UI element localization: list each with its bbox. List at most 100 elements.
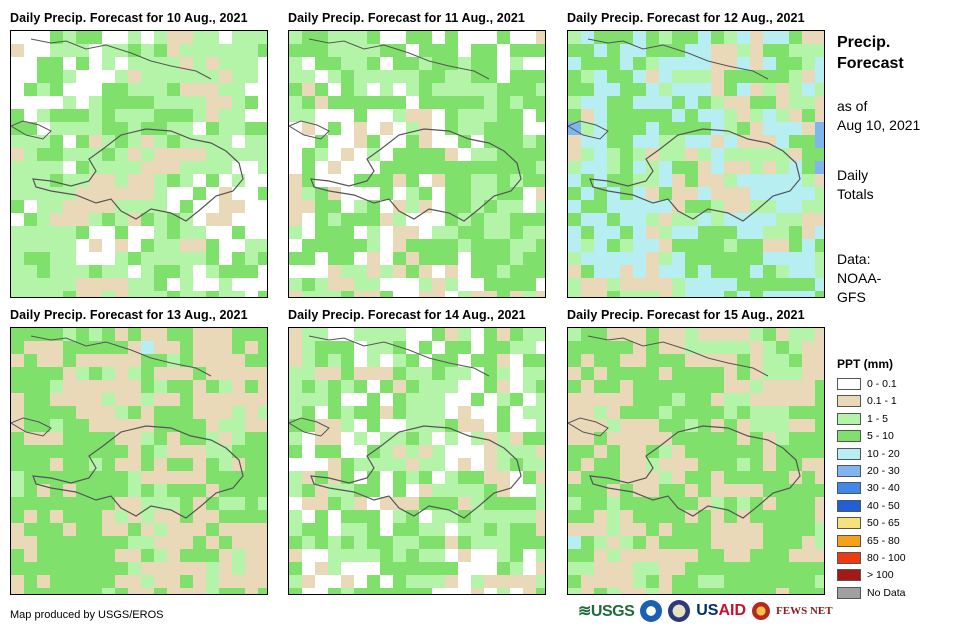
- precip-cell: [497, 265, 510, 278]
- precip-cell: [167, 31, 180, 44]
- precip-cell: [484, 122, 497, 135]
- precip-cell: [76, 135, 89, 148]
- precip-cell: [341, 135, 354, 148]
- precip-cell: [484, 341, 497, 354]
- precip-cell: [50, 109, 63, 122]
- precip-cell: [367, 239, 380, 252]
- precip-cell: [523, 122, 536, 135]
- legend-label: 1 - 5: [867, 412, 889, 425]
- precip-cell: [102, 109, 115, 122]
- precip-cell: [471, 122, 484, 135]
- precip-cell: [646, 70, 659, 83]
- precip-cell: [50, 380, 63, 393]
- precip-cell: [115, 187, 128, 200]
- precip-cell: [711, 406, 724, 419]
- legend-item: > 100: [837, 567, 894, 583]
- precip-cell: [659, 174, 672, 187]
- precip-cell: [141, 445, 154, 458]
- precip-cell: [711, 161, 724, 174]
- precip-cell: [737, 497, 750, 510]
- precip-cell: [510, 432, 523, 445]
- precip-cell: [445, 135, 458, 148]
- precip-cell: [581, 200, 594, 213]
- precip-cell: [581, 575, 594, 588]
- precip-cell: [180, 187, 193, 200]
- precip-cell: [419, 432, 432, 445]
- precip-cell: [115, 265, 128, 278]
- precip-cell: [750, 109, 763, 122]
- precip-cell: [789, 549, 802, 562]
- precip-cell: [50, 367, 63, 380]
- precip-cell: [445, 367, 458, 380]
- precip-cell: [419, 70, 432, 83]
- precip-cell: [380, 174, 393, 187]
- precip-cell: [206, 406, 219, 419]
- precip-cell: [698, 341, 711, 354]
- precip-cell: [63, 57, 76, 70]
- precip-cell: [115, 393, 128, 406]
- precip-cell: [102, 148, 115, 161]
- precip-cell: [367, 497, 380, 510]
- precip-cell: [115, 83, 128, 96]
- precip-cell: [289, 278, 302, 291]
- precip-cell: [206, 380, 219, 393]
- precip-cell: [63, 341, 76, 354]
- precip-cell: [289, 174, 302, 187]
- precip-cell: [154, 484, 167, 497]
- precip-cell: [289, 226, 302, 239]
- coastline: [11, 417, 52, 437]
- precip-cell: [471, 200, 484, 213]
- precip-cell: [620, 393, 633, 406]
- precip-cell: [581, 252, 594, 265]
- precip-cell: [711, 510, 724, 523]
- precip-cell: [206, 44, 219, 57]
- precip-cell: [232, 200, 245, 213]
- precip-cell: [128, 265, 141, 278]
- precip-cell: [815, 187, 824, 200]
- precip-cell: [458, 445, 471, 458]
- precip-cell: [471, 109, 484, 122]
- precip-cell: [11, 588, 24, 594]
- precip-cell: [672, 432, 685, 445]
- precip-cell: [76, 122, 89, 135]
- precip-cell: [206, 536, 219, 549]
- precip-cell: [154, 536, 167, 549]
- precip-cell: [232, 562, 245, 575]
- precip-cell: [37, 44, 50, 57]
- precip-cell: [685, 328, 698, 341]
- precip-cell: [380, 393, 393, 406]
- precip-cell: [432, 536, 445, 549]
- precip-cell: [510, 213, 523, 226]
- precip-cell: [724, 122, 737, 135]
- precip-cell: [458, 354, 471, 367]
- precip-cell: [815, 380, 824, 393]
- precip-cell: [815, 484, 824, 497]
- precip-cell: [167, 549, 180, 562]
- precip-cell: [63, 96, 76, 109]
- precip-cell: [802, 354, 815, 367]
- precip-cell: [497, 536, 510, 549]
- precip-cell: [115, 44, 128, 57]
- precip-cell: [50, 252, 63, 265]
- precip-cell: [607, 161, 620, 174]
- precip-cell: [568, 549, 581, 562]
- precip-cell: [219, 523, 232, 536]
- precip-cell: [380, 419, 393, 432]
- precip-cell: [659, 226, 672, 239]
- precip-cell: [193, 549, 206, 562]
- precip-cell: [393, 57, 406, 70]
- precip-cell: [115, 510, 128, 523]
- precip-cell: [50, 31, 63, 44]
- precip-cell: [750, 96, 763, 109]
- precip-cell: [815, 367, 824, 380]
- precip-cell: [724, 367, 737, 380]
- precip-cell: [432, 562, 445, 575]
- precip-cell: [315, 341, 328, 354]
- precip-cell: [167, 278, 180, 291]
- precip-cell: [354, 497, 367, 510]
- precip-cell: [289, 471, 302, 484]
- precip-cell: [419, 148, 432, 161]
- precip-cell: [685, 523, 698, 536]
- precip-cell: [115, 562, 128, 575]
- precip-cell: [102, 380, 115, 393]
